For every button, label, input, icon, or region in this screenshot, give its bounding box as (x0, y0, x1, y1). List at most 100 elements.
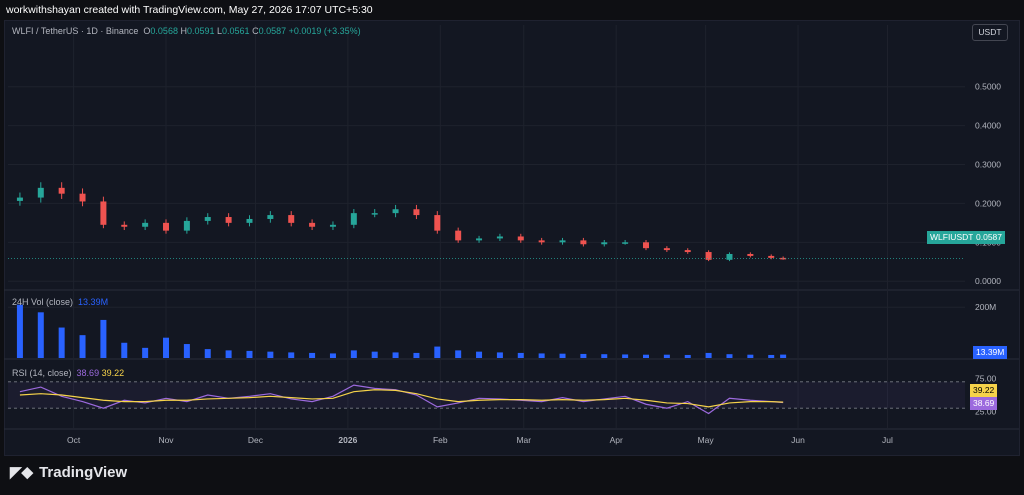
volume-bar (726, 354, 733, 358)
volume-legend: 24H Vol (close) 13.39M (12, 297, 108, 307)
candle-body (37, 187, 44, 198)
low-value: 0.0561 (222, 26, 250, 36)
time-axis-label: Apr (610, 435, 623, 445)
volume-bar (517, 352, 524, 358)
volume-bar (455, 350, 462, 358)
time-axis-label: Feb (433, 435, 448, 445)
rsi-ma-tag: 39.22 (970, 384, 998, 397)
time-axis-label: Dec (248, 435, 264, 445)
time-axis-label: Jul (882, 435, 893, 445)
candle-body (225, 217, 232, 223)
time-axis-label: May (698, 435, 715, 445)
price-axis-label: 0.4000 (975, 121, 1001, 131)
tradingview-logo-icon: ◤◆ (10, 464, 34, 481)
close-value: 0.0587 (258, 26, 287, 36)
price-axis-label: 0.5000 (975, 82, 1001, 92)
volume-bar (288, 352, 295, 358)
candle-body (663, 248, 670, 251)
candle-body (538, 240, 545, 243)
volume-bar (780, 354, 787, 358)
price-axis-label: 0.3000 (975, 160, 1001, 170)
candle-body (726, 253, 733, 260)
candle-body (183, 220, 190, 231)
candle-body (476, 238, 483, 241)
symbol-label[interactable]: WLFI / TetherUS · 1D · Binance (12, 26, 139, 36)
volume-bar (225, 350, 232, 358)
close-label: C (252, 26, 259, 36)
candle-body (434, 215, 441, 231)
volume-bar (663, 354, 670, 358)
volume-bar (538, 353, 545, 358)
candle-body (580, 240, 587, 245)
volume-bar (705, 352, 712, 358)
time-axis-label: Mar (516, 435, 531, 445)
credit-bar: workwithshayan created with TradingView.… (0, 0, 1024, 20)
low-label: L (217, 26, 223, 36)
time-axis-label: Jun (791, 435, 805, 445)
candle-body (643, 242, 649, 249)
rsi-axis-label: 25.00 (975, 407, 997, 417)
price-axis-label: 0.0000 (975, 276, 1001, 286)
tradingview-footer[interactable]: ◤◆ TradingView (10, 463, 127, 481)
volume-bar (496, 352, 503, 358)
rsi-tag: 38.69 (970, 397, 998, 410)
volume-bar (204, 349, 211, 358)
rsi-band (8, 381, 965, 409)
rsi-ma-value: 39.22 (101, 368, 125, 378)
volume-tag: 13.39M (973, 346, 1008, 359)
volume-bar (622, 354, 629, 358)
volume-bar (183, 344, 190, 358)
last-price-symbol: WLFIUSDT (930, 232, 974, 242)
volume-bar (79, 335, 86, 358)
volume-label[interactable]: 24H Vol (close) (12, 297, 74, 307)
volume-bar (121, 342, 128, 358)
candle-body (559, 240, 566, 243)
volume-bar (267, 351, 274, 358)
candle-body (684, 250, 691, 253)
volume-bar (768, 354, 775, 358)
candle-body (267, 215, 274, 219)
candle-body (601, 242, 608, 245)
volume-bar (350, 350, 357, 358)
rsi-label[interactable]: RSI (14, close) (12, 368, 72, 378)
candle-body (350, 213, 357, 225)
volume-bar (16, 304, 23, 358)
candle-body (455, 230, 462, 241)
candle-body (58, 187, 65, 194)
ohlc-legend: WLFI / TetherUS · 1D · Binance O0.0568 H… (12, 26, 361, 36)
candle-body (121, 224, 128, 227)
candle-body (100, 201, 107, 225)
open-label: O (143, 26, 151, 36)
rsi-legend: RSI (14, close) 38.69 39.22 (12, 368, 124, 378)
candle-body (79, 193, 86, 202)
volume-bar (413, 352, 420, 358)
volume-bar (476, 351, 483, 358)
candle-body (163, 222, 170, 231)
candle-body (780, 257, 787, 260)
open-value: 0.0568 (150, 26, 178, 36)
credit-text: workwithshayan created with TradingView.… (6, 4, 373, 16)
last-price-tag: WLFIUSDT (927, 231, 977, 244)
volume-axis-label: 200M (975, 302, 996, 312)
rsi-value: 38.69 (76, 368, 100, 378)
volume-value: 13.39M (78, 297, 109, 307)
high-value: 0.0591 (186, 26, 215, 36)
candle-body (392, 209, 399, 214)
candle-body (371, 213, 378, 215)
candle-body (705, 252, 712, 260)
last-price-value-tag: 0.0587 (973, 231, 1005, 244)
currency-button[interactable]: USDT (972, 24, 1008, 41)
candle-body (288, 215, 295, 223)
time-axis-label: Nov (158, 435, 174, 445)
chart-frame[interactable] (4, 20, 1020, 456)
volume-bar (434, 346, 441, 358)
volume-bar (246, 350, 253, 358)
volume-bar (601, 354, 608, 358)
last-price-value: 0.0587 (976, 232, 1002, 242)
change-value: +0.0019 (+3.35%) (288, 26, 361, 36)
candle-body (747, 253, 754, 256)
volume-bar (329, 353, 336, 358)
price-axis-label: 0.2000 (975, 198, 1001, 208)
volume-bar (58, 327, 65, 358)
